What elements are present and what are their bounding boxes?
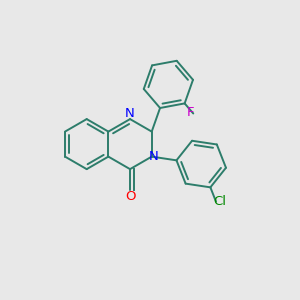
Text: N: N: [148, 150, 158, 163]
Text: F: F: [187, 106, 195, 118]
Text: Cl: Cl: [213, 195, 226, 208]
Text: O: O: [125, 190, 135, 203]
Text: N: N: [125, 107, 135, 120]
